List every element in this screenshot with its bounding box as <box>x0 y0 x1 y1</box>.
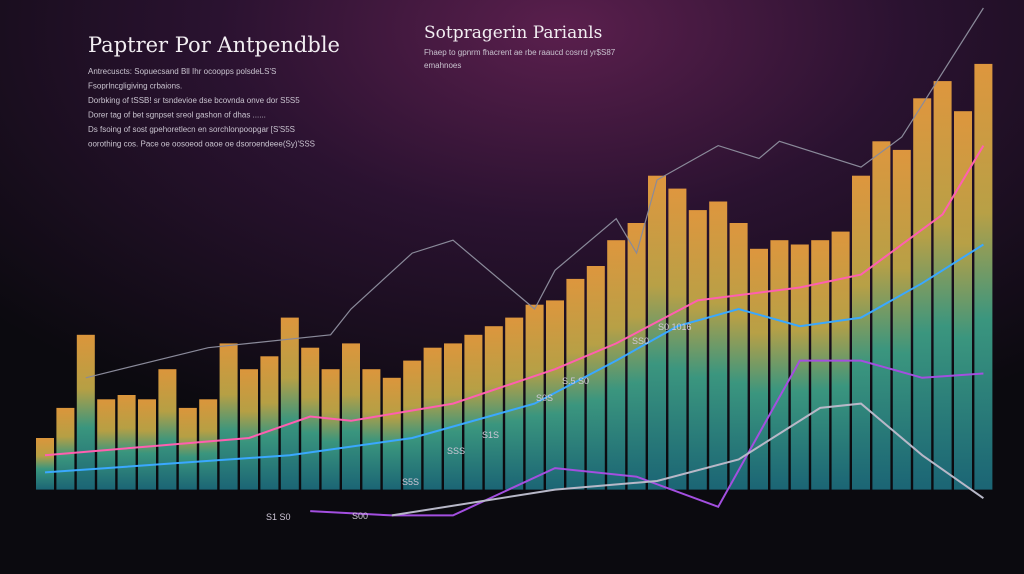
bar <box>750 248 768 490</box>
bar <box>280 317 299 490</box>
bar <box>770 240 789 490</box>
subtitle: Sotpragerin Parianls <box>424 23 602 43</box>
bar <box>403 360 422 490</box>
title: Paptrer Por Antpendble <box>88 33 340 57</box>
bar <box>240 369 258 490</box>
bar <box>138 399 156 490</box>
bar <box>974 63 993 490</box>
bar <box>790 244 809 490</box>
bar <box>158 369 177 490</box>
annotation: S00 <box>352 511 368 521</box>
trend-line <box>85 7 984 379</box>
bar <box>321 369 340 490</box>
bar <box>76 334 95 490</box>
annotation: S1S <box>482 430 499 440</box>
bar <box>464 334 483 490</box>
intro-line: Ds fsoing of sost gpehoretlecn en sorchl… <box>88 125 295 134</box>
intro-line: Antrecuscts: Sopuecsand Bll Ihr ocoopps … <box>88 67 276 76</box>
bar <box>729 223 748 490</box>
trend-line <box>310 359 984 517</box>
annotation: S0S <box>536 393 553 403</box>
bar <box>36 438 54 490</box>
intro-line: oorothing cos. Pace oe oosoeod oaoe oe d… <box>88 140 315 149</box>
bar <box>484 326 503 490</box>
bar <box>913 98 932 490</box>
annotation: S.5 S0 <box>562 376 589 386</box>
trend-line <box>44 145 985 457</box>
bar <box>566 278 585 490</box>
annotation: S5S <box>402 477 419 487</box>
bar <box>56 407 75 490</box>
bar <box>933 81 952 490</box>
bar <box>954 111 972 490</box>
annotation: S1 S0 <box>266 512 291 522</box>
intro-line: Dorer tag of bet sgnpset sreol gashon of… <box>88 111 266 120</box>
bar <box>423 347 442 490</box>
bar <box>852 175 870 490</box>
bar <box>505 317 524 490</box>
bar <box>709 201 728 490</box>
subtitle-line: emahnoes <box>424 61 461 70</box>
bar <box>199 399 218 490</box>
bar <box>362 369 381 490</box>
bar <box>811 240 830 490</box>
bar <box>260 356 279 490</box>
bar <box>546 300 564 490</box>
bar <box>627 223 646 490</box>
bar <box>607 240 626 490</box>
bar <box>892 149 911 490</box>
bar <box>648 175 666 490</box>
bar <box>668 188 687 490</box>
annotation: S0 1016 <box>658 322 692 332</box>
annotation: SSS <box>447 446 465 456</box>
bar <box>688 210 707 490</box>
subtitle-line: Fhaep to gpnrm fhacrent ae rbe raaucd co… <box>424 48 616 57</box>
bar <box>525 304 544 490</box>
bar <box>444 343 462 490</box>
bar <box>219 343 238 490</box>
bar <box>301 347 320 490</box>
intro-line: Fsoprlncgligiving crbaions. <box>88 82 182 91</box>
bar <box>586 266 605 490</box>
trend-line <box>44 243 984 474</box>
bar <box>178 407 197 490</box>
bar <box>97 399 116 490</box>
bar <box>872 141 891 490</box>
bar <box>117 395 136 490</box>
annotation: SS0 <box>632 336 649 346</box>
intro-line: Dorbking of tSSB! sr tsndevioe dse bcovn… <box>88 96 300 105</box>
bar <box>342 343 360 490</box>
trend-line <box>391 402 984 517</box>
bar <box>382 377 401 490</box>
